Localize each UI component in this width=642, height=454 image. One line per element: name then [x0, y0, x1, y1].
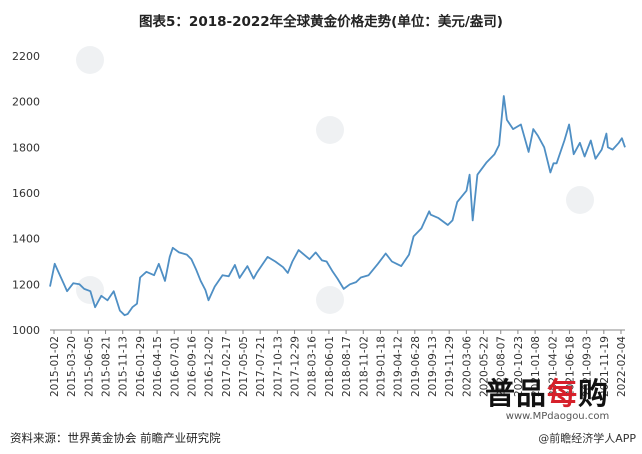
- y-tick-label: 1400: [12, 233, 40, 246]
- x-axis: 2015-01-02 2015-03-20 2015-06-05 2015-08-21…: [49, 329, 628, 397]
- x-tick-label: 2019-01-18: [375, 336, 387, 397]
- x-tick-label: 2017-10-13: [272, 336, 284, 397]
- x-tick-label: 2016-12-02: [204, 336, 216, 397]
- x-tick-label: 2021-06-18: [564, 336, 576, 397]
- y-tick-label: 2200: [12, 50, 40, 63]
- x-tick-label: 2015-06-05: [83, 336, 95, 397]
- x-tick-label: 2015-11-13: [118, 336, 130, 397]
- y-tick-label: 1200: [12, 278, 40, 291]
- x-tick-label: 2015-01-02: [49, 336, 61, 397]
- logo-wordmark: 普品每购: [485, 377, 609, 412]
- x-tick-label: 2017-07-21: [255, 336, 267, 397]
- y-tick-label: 2000: [12, 96, 40, 109]
- x-tick-label: 2020-10-23: [513, 336, 525, 397]
- x-tick-label: 2019-06-28: [410, 336, 422, 397]
- x-tick-label: 2018-03-16: [307, 336, 319, 397]
- mpdaogou-logo: 普品每购 www.MPdaogou.com: [485, 380, 630, 438]
- x-tick-label: 2020-03-06: [461, 336, 473, 397]
- x-tick-label: 2016-09-16: [186, 336, 198, 397]
- x-tick-label: 2016-07-01: [169, 336, 181, 397]
- x-tick-label: 2019-11-29: [444, 336, 456, 397]
- x-tick-label: 2017-05-05: [238, 336, 250, 397]
- x-tick-label: 2020-08-07: [496, 336, 508, 397]
- x-tick-label: 2018-08-17: [341, 336, 353, 397]
- chart-title: 图表5：2018-2022年全球黄金价格走势(单位：美元/盎司): [139, 14, 503, 30]
- y-tick-label: 1600: [12, 187, 40, 200]
- x-tick-label: 2019-09-13: [427, 336, 439, 397]
- x-tick-label: 2022-02-04: [616, 336, 628, 397]
- x-tick-label: 2021-09-03: [582, 336, 594, 397]
- x-tick-label: 2018-06-01: [324, 336, 336, 397]
- x-tick-label: 2021-11-19: [599, 336, 611, 397]
- x-tick-label: 2015-03-20: [66, 336, 78, 397]
- y-tick-label: 1800: [12, 141, 40, 154]
- x-tick-label: 2017-02-17: [221, 336, 233, 397]
- x-tick-label: 2016-04-15: [152, 336, 164, 397]
- x-tick-label: 2021-01-08: [530, 336, 542, 397]
- x-tick-label: 2017-12-29: [290, 336, 302, 397]
- logo-url: www.MPdaogou.com: [505, 411, 610, 422]
- x-tick-label: 2021-04-02: [547, 336, 559, 397]
- x-tick-label: 2018-11-02: [358, 336, 370, 397]
- x-tick-label: 2016-01-29: [135, 336, 147, 397]
- gold-price-line: [49, 95, 626, 317]
- credit-note: @前瞻经济学人APP: [538, 432, 636, 445]
- source-note: 资料来源：世界黄金协会 前瞻产业研究院: [10, 431, 221, 445]
- x-tick-label: 2019-04-12: [393, 336, 405, 397]
- y-axis: 1000 1200 1400 1600 1800 2000 2200: [12, 50, 40, 337]
- x-tick-label: 2015-08-21: [101, 336, 113, 397]
- y-tick-label: 1000: [12, 324, 40, 337]
- watermark: [76, 46, 594, 314]
- x-tick-label: 2020-05-22: [479, 336, 491, 397]
